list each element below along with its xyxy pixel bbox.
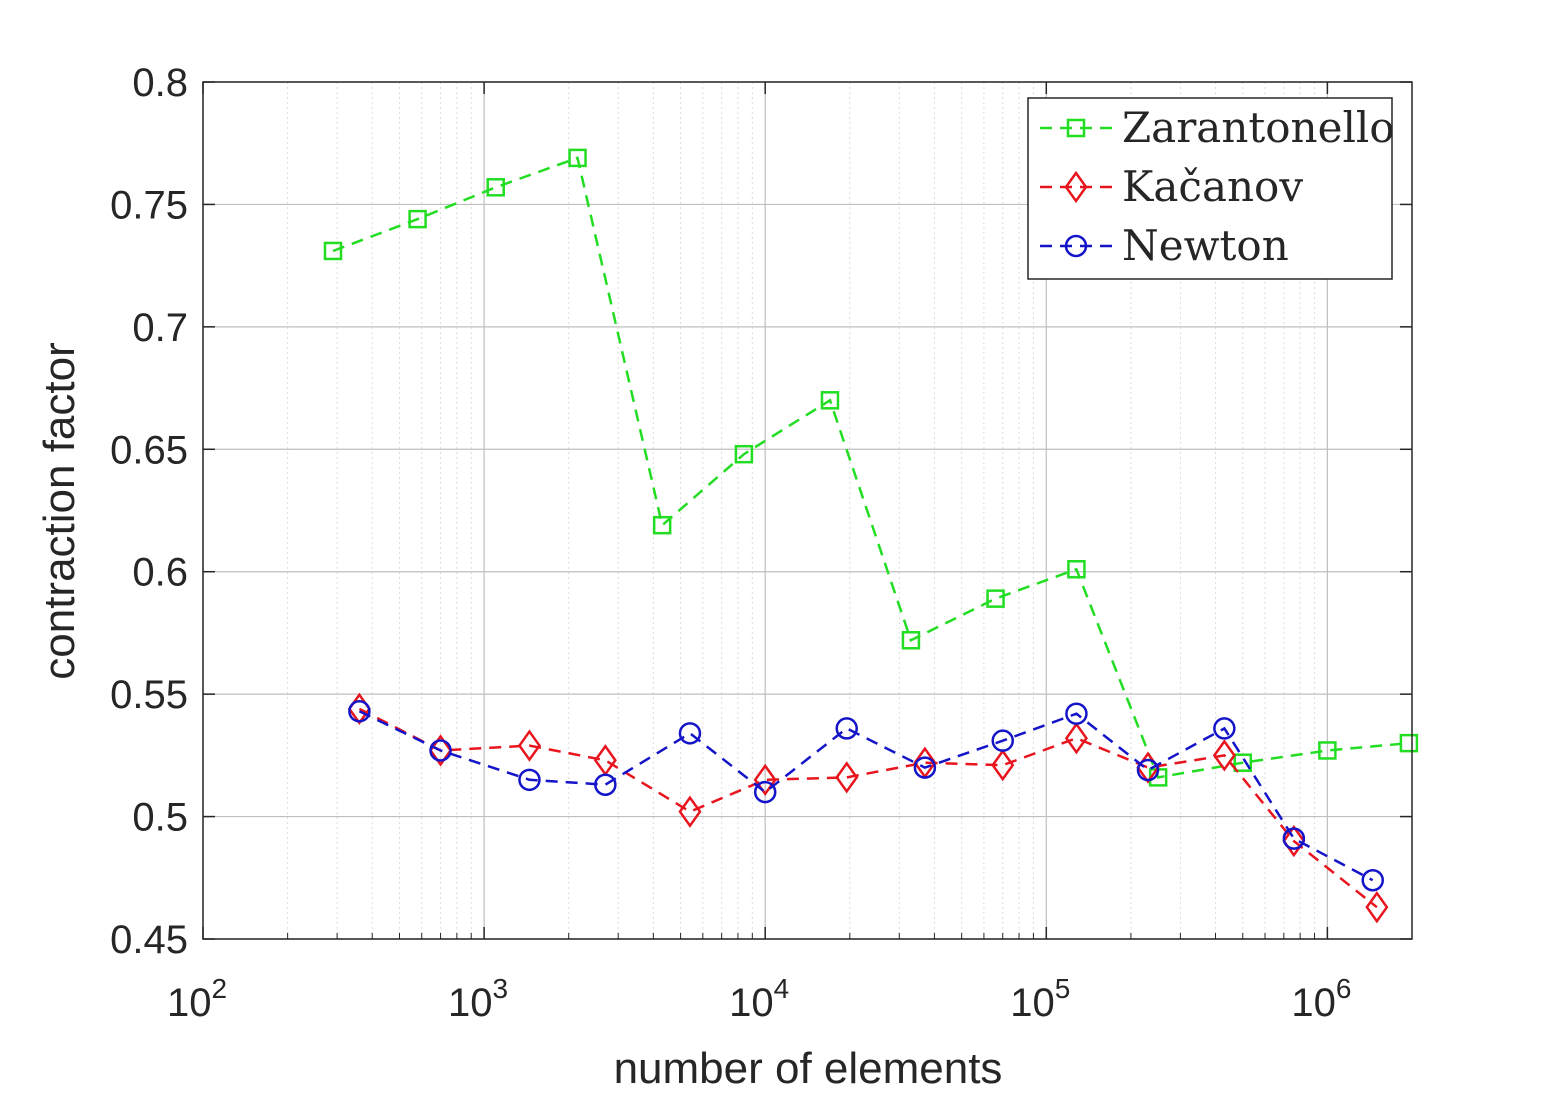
y-tick-label: 0.55 xyxy=(110,673,188,717)
data-point-newton xyxy=(1213,717,1236,740)
data-point-kaanov xyxy=(429,734,453,767)
x-tick-label: 106 xyxy=(1291,973,1351,1025)
legend-label-newton: Newton xyxy=(1122,221,1289,270)
series-layer xyxy=(323,148,1419,924)
data-point-kaanov xyxy=(1365,891,1389,924)
data-point-kaanov xyxy=(753,763,777,796)
data-point-kaanov xyxy=(1212,739,1236,772)
data-point-kaanov xyxy=(991,749,1015,782)
major-grid xyxy=(202,81,1412,940)
data-point-zarantonello xyxy=(1318,741,1337,760)
data-point-newton xyxy=(594,773,617,796)
data-point-zarantonello xyxy=(986,589,1005,608)
data-point-kaanov xyxy=(1282,824,1306,858)
data-point-newton xyxy=(1136,758,1160,782)
data-point-newton xyxy=(429,739,452,762)
data-point-newton xyxy=(518,768,541,792)
data-point-newton xyxy=(1065,702,1088,725)
x-axis-ticks: 102 103 104 105 106 xyxy=(167,82,1351,1025)
data-point-zarantonello xyxy=(1233,753,1253,772)
x-axis-label: number of elements xyxy=(614,1044,1003,1093)
data-point-newton xyxy=(678,722,702,745)
data-point-kaanov xyxy=(678,795,702,828)
data-point-kaanov xyxy=(517,729,541,762)
data-point-zarantonello xyxy=(408,209,427,229)
data-point-kaanov xyxy=(835,761,859,794)
x-tick-label: 103 xyxy=(448,973,508,1025)
data-point-zarantonello xyxy=(652,515,672,535)
data-point-zarantonello xyxy=(1399,733,1419,753)
y-tick-label: 0.45 xyxy=(110,918,188,962)
x-tick-label: 105 xyxy=(1010,973,1070,1025)
data-point-newton xyxy=(835,717,858,740)
y-tick-label: 0.6 xyxy=(132,551,188,595)
legend-label-kaanov: Kačanov xyxy=(1122,162,1303,211)
data-point-zarantonello xyxy=(734,444,754,464)
data-point-kaanov xyxy=(1064,722,1088,755)
legend-marker-kaanov xyxy=(1064,170,1088,204)
legend-label-zarantonello: Zarantonello xyxy=(1122,103,1395,152)
data-point-zarantonello xyxy=(820,391,840,410)
data-point-zarantonello xyxy=(1067,560,1086,579)
data-point-zarantonello xyxy=(901,631,921,650)
series-line-newton xyxy=(358,710,1374,882)
data-point-zarantonello xyxy=(568,148,587,168)
y-tick-label: 0.75 xyxy=(110,183,188,227)
data-point-newton xyxy=(991,729,1014,752)
y-tick-label: 0.8 xyxy=(132,61,188,105)
series-line-zarantonello xyxy=(332,156,1410,779)
y-axis-ticks: 0.45 0.5 0.55 0.6 0.65 0.7 0.75 0.8 xyxy=(110,61,1412,962)
data-point-newton xyxy=(348,700,371,723)
legend: Zarantonello Kačanov Newton xyxy=(1027,97,1395,280)
data-point-zarantonello xyxy=(486,178,505,197)
data-point-newton xyxy=(1282,827,1306,850)
data-point-newton xyxy=(1361,868,1384,892)
data-point-newton xyxy=(913,756,937,779)
y-axis-label: contraction factor xyxy=(35,342,84,680)
legend-marker-newton xyxy=(1064,234,1088,258)
y-tick-label: 0.7 xyxy=(132,306,188,350)
series-newton xyxy=(348,700,1384,892)
plot-frame xyxy=(202,81,1413,940)
data-point-zarantonello xyxy=(323,241,343,261)
x-tick-label: 104 xyxy=(729,973,789,1025)
y-tick-label: 0.65 xyxy=(110,428,188,472)
legend-marker-zarantonello xyxy=(1066,118,1086,138)
x-tick-label: 102 xyxy=(167,973,227,1025)
y-tick-label: 0.5 xyxy=(132,796,188,840)
data-point-newton xyxy=(753,780,777,804)
